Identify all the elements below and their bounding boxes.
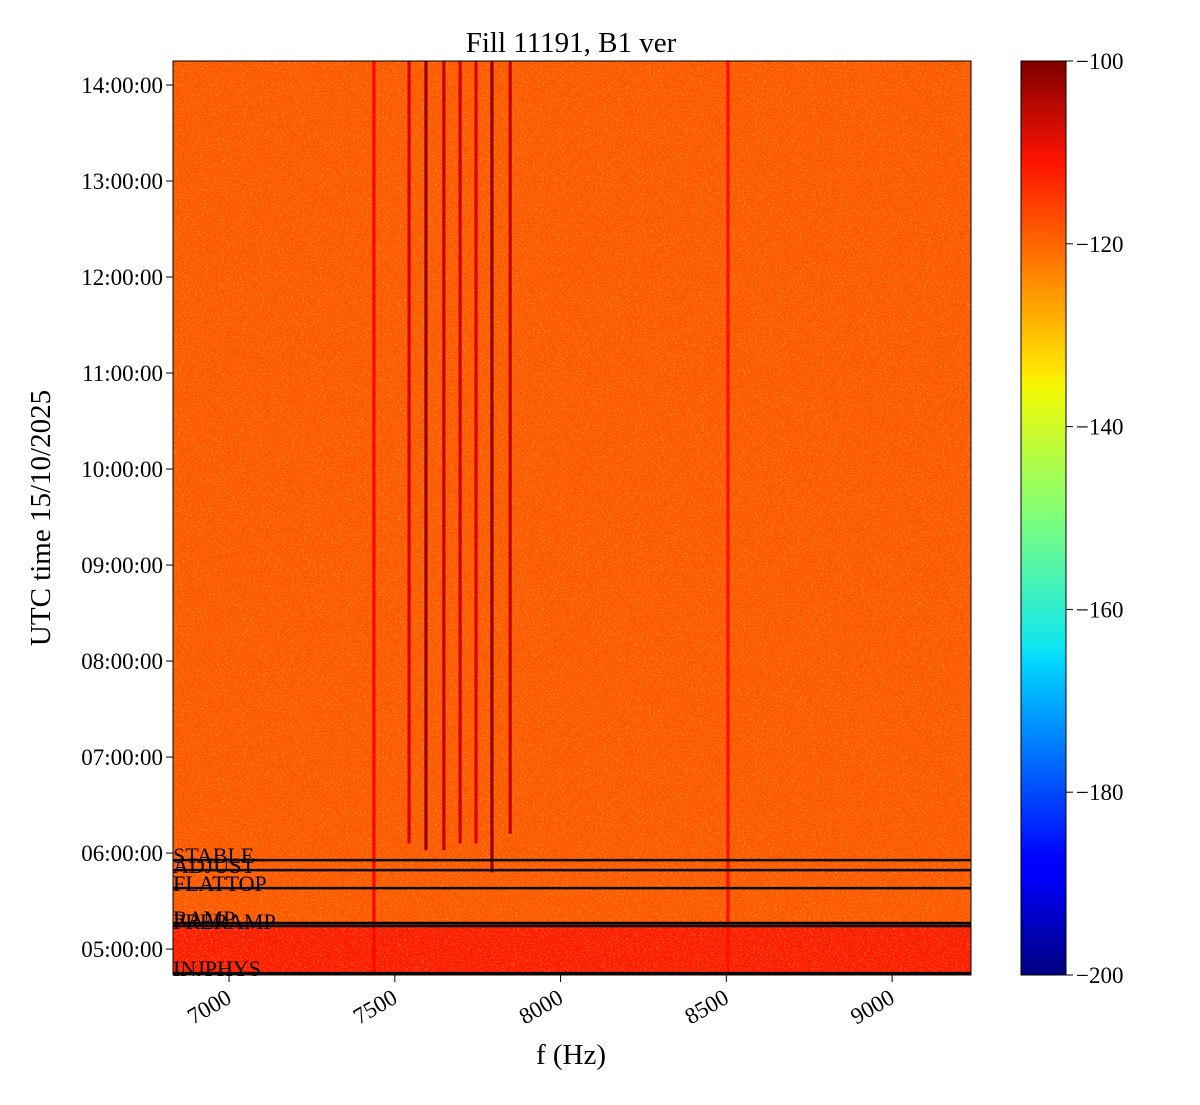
mode-label: FLATTOP [173, 871, 267, 896]
colorbar-tick-label: −140 [1076, 415, 1123, 440]
spectral-line [726, 61, 730, 975]
y-tick-label: 09:00:00 [81, 553, 163, 578]
mode-label: INJPHYS [173, 956, 261, 981]
y-tick-label: 07:00:00 [81, 745, 163, 770]
y-tick-label: 14:00:00 [81, 73, 163, 98]
y-tick-label: 08:00:00 [81, 649, 163, 674]
x-tick-label: 7500 [349, 985, 401, 1030]
colorbar-tick-label: −100 [1076, 49, 1123, 74]
x-tick-label: 8000 [515, 985, 567, 1030]
y-tick-label: 05:00:00 [81, 937, 163, 962]
y-tick-label: 12:00:00 [81, 265, 163, 290]
noise-texture [173, 61, 971, 975]
plot-frame [172, 60, 972, 976]
y-tick-label: 06:00:00 [81, 841, 163, 866]
y-tick-label: 11:00:00 [82, 361, 163, 386]
spectral-line [458, 61, 462, 844]
colorbar-tick-label: −120 [1076, 232, 1123, 257]
y-axis-label: UTC time 15/10/2025 [25, 390, 57, 646]
mode-label: PRERAMP [173, 909, 276, 934]
spectral-line [372, 61, 376, 975]
colorbar-frame [1020, 60, 1067, 976]
chart-title: Fill 11191, B1 ver [466, 27, 677, 59]
colorbar [1021, 61, 1066, 975]
x-axis-label: f (Hz) [536, 1039, 606, 1071]
colorbar-tick-label: −180 [1076, 780, 1123, 805]
colorbar-tick-label: −200 [1076, 963, 1123, 988]
mode-label: STABLE [173, 843, 254, 868]
spectral-line [508, 61, 512, 834]
colorbar-tick-label: −160 [1076, 597, 1123, 622]
x-tick-label: 7000 [183, 985, 235, 1030]
y-tick-label: 13:00:00 [81, 169, 163, 194]
spectral-line [407, 61, 411, 844]
spectral-line [490, 61, 494, 873]
plot-area [173, 61, 971, 975]
x-tick-label: 9000 [846, 985, 898, 1030]
y-tick-label: 10:00:00 [81, 457, 163, 482]
spectral-line [442, 61, 446, 851]
spectral-line [424, 61, 428, 851]
spectral-line [474, 61, 478, 844]
x-tick-label: 8500 [680, 985, 732, 1030]
mode-label: ADJUST [173, 853, 255, 878]
